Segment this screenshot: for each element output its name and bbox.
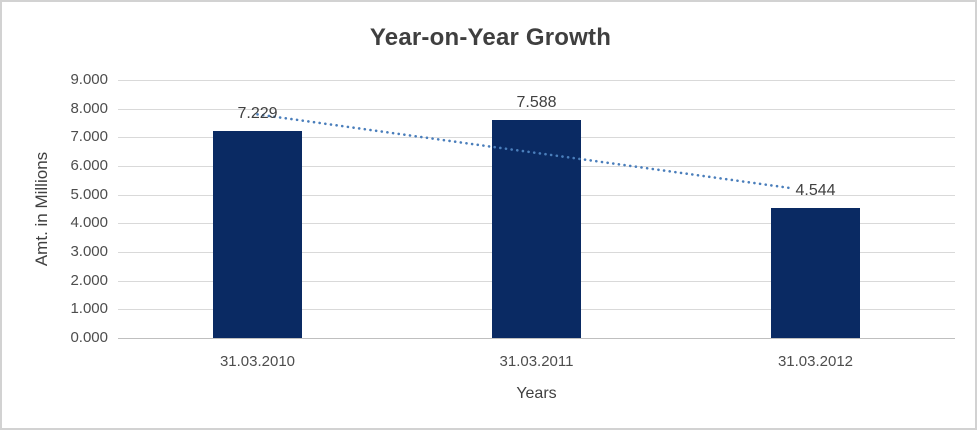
x-tick-label: 31.03.2010 <box>219 353 296 370</box>
y-tick-label: 5.000 <box>70 185 108 203</box>
plot-area: 7.229 7.588 4.544 <box>118 80 955 339</box>
data-label: 7.588 <box>516 94 557 112</box>
bar-31.03.2011 <box>492 120 581 338</box>
x-tick-label: 31.03.2011 <box>499 353 574 370</box>
chart-title: Year-on-Year Growth <box>369 24 612 51</box>
y-tick-label: 8.000 <box>70 99 108 117</box>
y-tick-label: 9.000 <box>70 71 108 88</box>
x-tick-label: 31.03.2012 <box>777 353 854 370</box>
x-axis-line <box>118 338 955 339</box>
data-label: 4.544 <box>795 181 836 199</box>
gridline <box>118 108 955 110</box>
x-axis-title: Years <box>516 385 557 402</box>
bar-31.03.2012 <box>771 207 860 338</box>
y-tick-label: 4.000 <box>70 214 108 232</box>
y-tick-label: 6.000 <box>70 157 108 174</box>
y-tick-label: 0.000 <box>70 329 108 346</box>
bar-31.03.2010 <box>213 130 302 338</box>
y-tick-label: 2.000 <box>70 271 108 289</box>
data-label: 7.229 <box>237 104 278 122</box>
y-tick-label: 7.000 <box>70 128 108 146</box>
y-tick-label: 1.000 <box>70 300 108 318</box>
y-tick-label: 3.000 <box>70 243 108 260</box>
gridline <box>118 80 955 81</box>
